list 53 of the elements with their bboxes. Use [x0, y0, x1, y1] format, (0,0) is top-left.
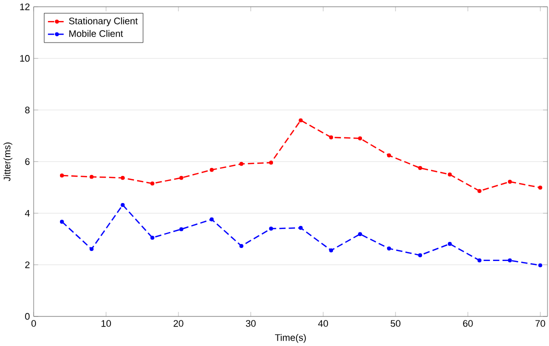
- y-tick-label: 6: [25, 158, 30, 165]
- point: [358, 232, 362, 236]
- point: [329, 135, 334, 140]
- point: [538, 263, 542, 268]
- point: [387, 153, 392, 158]
- point: [298, 226, 303, 230]
- point: [150, 236, 154, 240]
- x-tick-label: 10: [102, 320, 111, 327]
- point: [269, 160, 274, 164]
- point: [60, 220, 64, 224]
- point: [210, 168, 214, 172]
- point: [508, 180, 512, 184]
- x-tick-label: 70: [535, 320, 546, 327]
- point: [90, 246, 94, 251]
- point: [418, 166, 422, 170]
- x-tick-label: 40: [318, 320, 328, 327]
- y-axis-title: Jitter(ms): [3, 142, 12, 181]
- point: [477, 258, 482, 262]
- point: [239, 244, 244, 248]
- y-tick-label: 8: [25, 106, 30, 114]
- x-axis-title: Time(s): [274, 334, 306, 343]
- point: [387, 246, 392, 250]
- point: [120, 202, 125, 207]
- point: [538, 186, 542, 190]
- y-tick-label: 0: [25, 312, 30, 320]
- point: [60, 173, 64, 178]
- point: [120, 176, 125, 180]
- y-tick-label: 10: [20, 54, 30, 62]
- y-tick-label: 12: [20, 3, 30, 10]
- y-tick-label: 2: [25, 261, 30, 268]
- point: [90, 174, 94, 179]
- legend-label: Stationary Client: [69, 17, 138, 26]
- point: [448, 242, 452, 246]
- point: [150, 181, 154, 186]
- point: [329, 248, 334, 252]
- x-tick-label: 30: [246, 320, 256, 327]
- point: [358, 136, 362, 140]
- point: [239, 162, 244, 166]
- x-tick-label: 20: [174, 320, 184, 327]
- point: [418, 253, 422, 258]
- x-tick-label: 60: [463, 320, 473, 327]
- point: [269, 226, 274, 231]
- point: [179, 176, 184, 180]
- point: [179, 227, 184, 232]
- point: [477, 188, 482, 193]
- x-tick-label: 50: [390, 320, 400, 327]
- point: [508, 258, 512, 262]
- x-tick-label: 0: [31, 320, 36, 327]
- point: [448, 172, 452, 176]
- legend-label: Mobile Client: [69, 30, 124, 37]
- point: [210, 217, 214, 222]
- point: [298, 118, 303, 122]
- y-tick-label: 4: [24, 210, 30, 216]
